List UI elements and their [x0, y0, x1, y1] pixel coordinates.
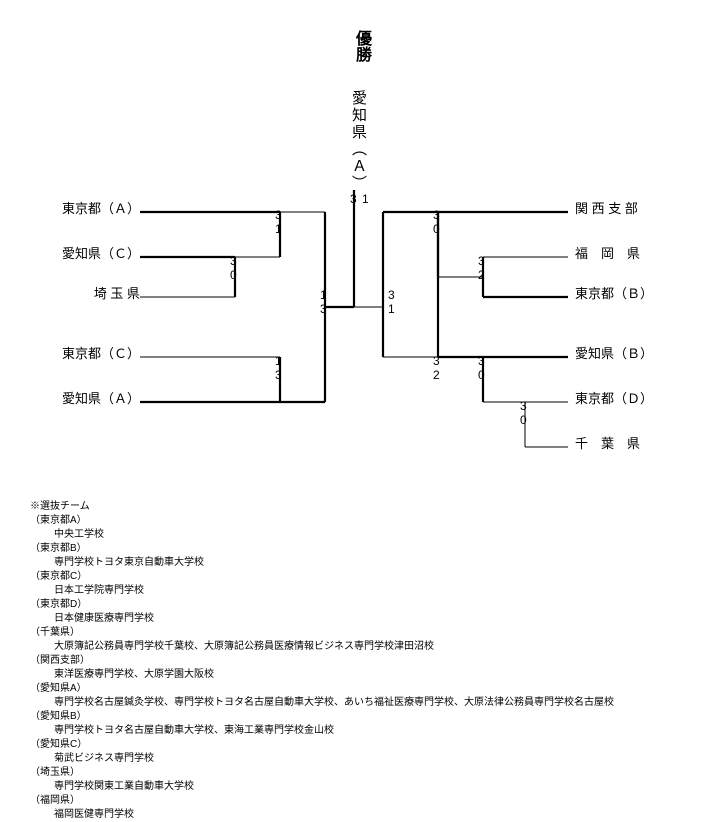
- score: 0: [230, 268, 237, 282]
- note-head: （福岡県）: [30, 794, 614, 808]
- note-body: 専門学校トヨタ名古屋自動車大学校、東海工業専門学校金山校: [30, 724, 614, 738]
- score: 1: [275, 354, 282, 368]
- notes-list: （東京都A）中央工学校（東京都B）専門学校トヨタ東京自動車大学校（東京都C）日本…: [30, 514, 614, 822]
- note-body: 専門学校トヨタ東京自動車大学校: [30, 556, 614, 570]
- team-left: 埼 玉 県: [94, 283, 140, 302]
- score: 3: [320, 302, 327, 316]
- score: 3: [350, 192, 357, 206]
- team-right: 愛知県（Ｂ）: [575, 343, 653, 362]
- score: 3: [478, 354, 485, 368]
- team-right: 東京都（Ｄ）: [575, 388, 653, 407]
- note-head: （千葉県）: [30, 626, 614, 640]
- note-head: （愛知県B）: [30, 710, 614, 724]
- score: 0: [478, 368, 485, 382]
- score: 1: [320, 288, 327, 302]
- score: 2: [478, 268, 485, 282]
- team-right: 関 西 支 部: [575, 198, 638, 217]
- score: 0: [433, 222, 440, 236]
- note-head: （愛知県C）: [30, 738, 614, 752]
- score: 3: [433, 208, 440, 222]
- team-left: 愛知県（Ｃ）: [62, 243, 140, 262]
- note-head: （愛知県A）: [30, 682, 614, 696]
- note-body: 日本健康医療専門学校: [30, 612, 614, 626]
- note-head: （東京都D）: [30, 598, 614, 612]
- note-head: （東京都B）: [30, 542, 614, 556]
- score: 3: [275, 368, 282, 382]
- score: 3: [433, 354, 440, 368]
- team-left: 東京都（Ｃ）: [62, 343, 140, 362]
- score: 3: [520, 399, 527, 413]
- note-body: 東洋医療専門学校、大原学園大阪校: [30, 668, 614, 682]
- score: 0: [520, 413, 527, 427]
- note-head: （東京都A）: [30, 514, 614, 528]
- team-right: 東京都（Ｂ）: [575, 283, 653, 302]
- note-body: 専門学校名古屋鍼灸学校、専門学校トヨタ名古屋自動車大学校、あいち福祉医療専門学校…: [30, 696, 614, 710]
- team-left: 東京都（Ａ）: [62, 198, 140, 217]
- note-body: 中央工学校: [30, 528, 614, 542]
- score: 1: [388, 302, 395, 316]
- bracket-lines: [0, 0, 708, 480]
- score: 2: [433, 368, 440, 382]
- team-right: 千 葉 県: [575, 433, 640, 452]
- notes-section: ※選抜チーム （東京都A）中央工学校（東京都B）専門学校トヨタ東京自動車大学校（…: [30, 500, 614, 822]
- note-head: （関西支部）: [30, 654, 614, 668]
- score: 3: [388, 288, 395, 302]
- score: 1: [362, 192, 369, 206]
- team-right: 福 岡 県: [575, 243, 640, 262]
- score: 3: [478, 254, 485, 268]
- notes-header: ※選抜チーム: [30, 500, 614, 514]
- team-left: 愛知県（Ａ）: [62, 388, 140, 407]
- tournament-bracket: 優勝 愛知県（Ａ） 東京都（Ａ）愛知県（Ｃ）埼 玉 県東京都（Ｃ）愛知県（Ａ）関…: [0, 0, 708, 480]
- note-body: 福岡医健専門学校: [30, 808, 614, 822]
- note-body: 専門学校関東工業自動車大学校: [30, 780, 614, 794]
- score: 3: [230, 254, 237, 268]
- score: 1: [275, 222, 282, 236]
- note-body: 日本工学院専門学校: [30, 584, 614, 598]
- note-head: （東京都C）: [30, 570, 614, 584]
- score: 3: [275, 208, 282, 222]
- note-body: 菊武ビジネス専門学校: [30, 752, 614, 766]
- note-head: （埼玉県）: [30, 766, 614, 780]
- note-body: 大原簿記公務員専門学校千葉校、大原簿記公務員医療情報ビジネス専門学校津田沼校: [30, 640, 614, 654]
